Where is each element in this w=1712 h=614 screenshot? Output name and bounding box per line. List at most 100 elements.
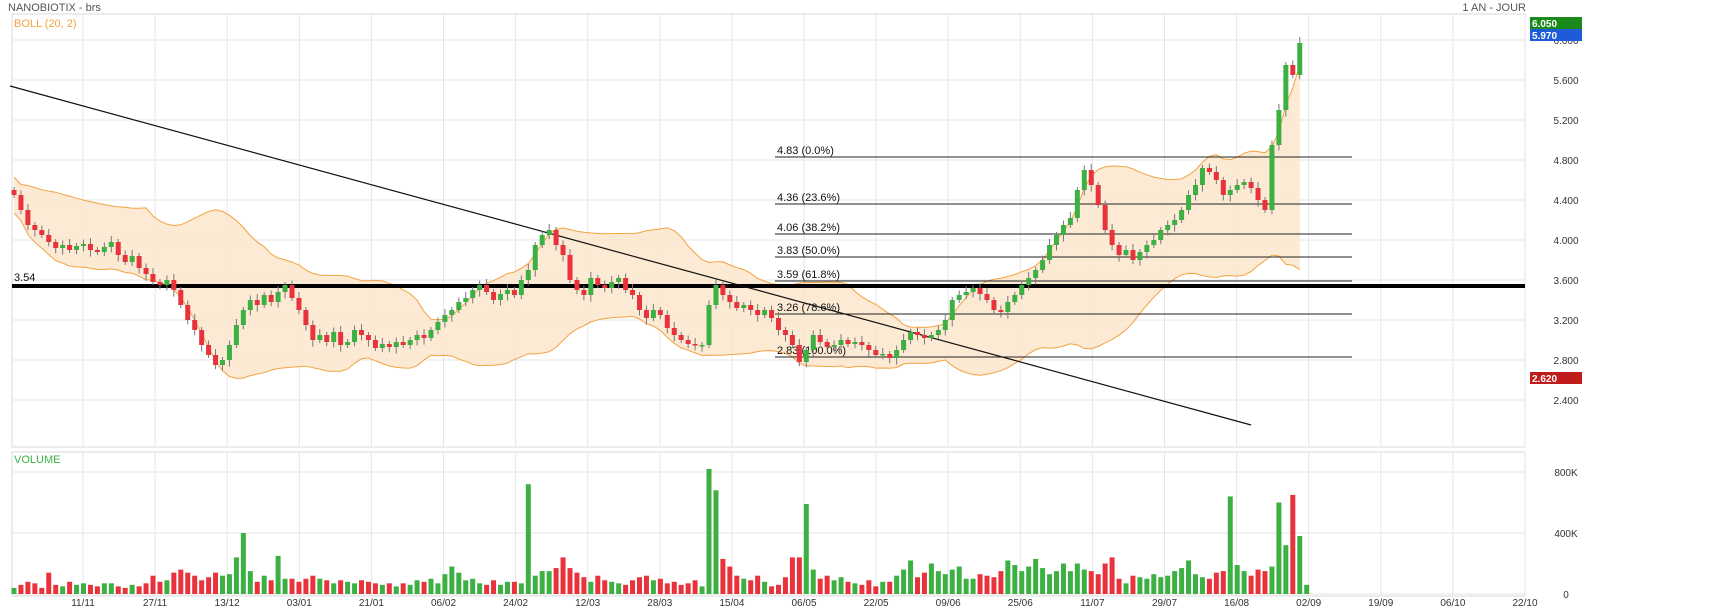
candle-body (880, 354, 886, 356)
volume-bar (1033, 558, 1039, 594)
candle-body (678, 335, 684, 340)
candle-body (157, 282, 163, 285)
candle-body (970, 288, 976, 292)
volume-bar (352, 583, 358, 594)
candle-body (1283, 65, 1289, 110)
volume-bar (87, 584, 93, 594)
volume-bar (1151, 574, 1157, 594)
candle-body (1109, 230, 1115, 245)
candle-body (60, 245, 66, 248)
y-tick-label: 4.000 (1553, 236, 1578, 247)
candle-body (477, 285, 483, 290)
volume-bar (1144, 578, 1150, 594)
volume-bar (407, 584, 413, 594)
volume-bar (908, 560, 914, 594)
volume-bar (365, 581, 371, 594)
volume-bar (1206, 578, 1212, 594)
candle-body (859, 342, 865, 345)
volume-bar (671, 581, 677, 594)
volume-bar (386, 583, 392, 594)
period-label[interactable]: 1 AN - JOUR (1462, 2, 1526, 14)
volume-bar (143, 583, 149, 594)
low-price-badge: 2.620 (1532, 374, 1557, 385)
candle-body (268, 295, 274, 302)
volume-bar (442, 574, 448, 594)
trend-line[interactable] (9, 85, 1252, 426)
candle-body (1269, 145, 1275, 210)
volume-bar (220, 575, 225, 594)
x-tick-label: 06/02 (431, 598, 456, 609)
candle-body (129, 256, 135, 262)
volume-bar (504, 581, 510, 594)
candle-body (1213, 172, 1219, 180)
volume-bar (1220, 571, 1226, 594)
high-price-badge-bg (1530, 17, 1582, 29)
volume-bar (866, 580, 872, 594)
candle-body (115, 242, 121, 255)
candle-body (11, 190, 17, 195)
candle-body (1276, 110, 1282, 145)
candle-body (1248, 182, 1254, 188)
candle-body (692, 344, 698, 346)
candle-body (199, 330, 205, 345)
volume-bar (1067, 571, 1073, 594)
x-tick-label: 29/07 (1152, 598, 1177, 609)
candle-body (935, 330, 941, 335)
volume-bar (157, 581, 163, 594)
candle-body (581, 290, 587, 295)
volume-bar (1199, 577, 1205, 594)
volume-bar (317, 578, 323, 594)
candle-body (39, 230, 45, 235)
last-price-badge-bg (1530, 29, 1582, 41)
volume-bar (303, 578, 309, 594)
volume-bar (25, 581, 31, 594)
volume-bar (164, 580, 170, 594)
candle-body (901, 340, 907, 350)
candle-body (53, 242, 59, 248)
volume-bar (185, 572, 191, 594)
volume-bar (782, 577, 788, 594)
candle-body (560, 245, 566, 255)
volume-bar (803, 504, 809, 594)
volume-bar (887, 581, 893, 594)
volume-bar (1123, 583, 1129, 594)
volume-bar (338, 580, 344, 594)
candle-body (894, 350, 900, 358)
candle-body (1241, 182, 1247, 185)
volume-bar (226, 574, 232, 594)
candle-body (511, 290, 517, 295)
band-fill (14, 64, 1300, 379)
volume-bar (1248, 575, 1254, 594)
candle-body (310, 325, 316, 340)
y-tick-label: 4.400 (1553, 196, 1578, 207)
candle-body (275, 292, 281, 302)
y-tick-label: 3.200 (1553, 316, 1578, 327)
candle-body (1102, 205, 1108, 230)
fib-level-label: 3.83 (50.0%) (777, 245, 840, 257)
x-tick-label: 28/03 (647, 598, 672, 609)
candle-body (727, 295, 733, 302)
volume-bar (880, 581, 886, 594)
candle-body (1262, 200, 1268, 210)
candle-body (407, 340, 413, 345)
x-tick-label: 24/02 (503, 598, 528, 609)
high-price-badge: 6.050 (1532, 19, 1557, 30)
volume-bar (498, 584, 503, 594)
volume-bar (852, 583, 858, 594)
candle-body (1172, 220, 1178, 225)
candle-body (831, 345, 837, 347)
volume-bar (491, 580, 497, 594)
x-tick-label: 13/12 (215, 598, 240, 609)
volume-bar (1193, 574, 1198, 594)
volume-bar (713, 490, 719, 594)
volume-bar (393, 586, 399, 594)
candle-body (240, 310, 246, 325)
candle-body (359, 330, 364, 335)
x-tick-label: 06/10 (1440, 598, 1465, 609)
candle-body (421, 335, 427, 338)
volume-bar (1047, 574, 1053, 594)
volume-bar (150, 575, 156, 594)
volume-bar (873, 586, 879, 594)
volume-bar (463, 580, 469, 594)
candle-body (1234, 185, 1240, 190)
